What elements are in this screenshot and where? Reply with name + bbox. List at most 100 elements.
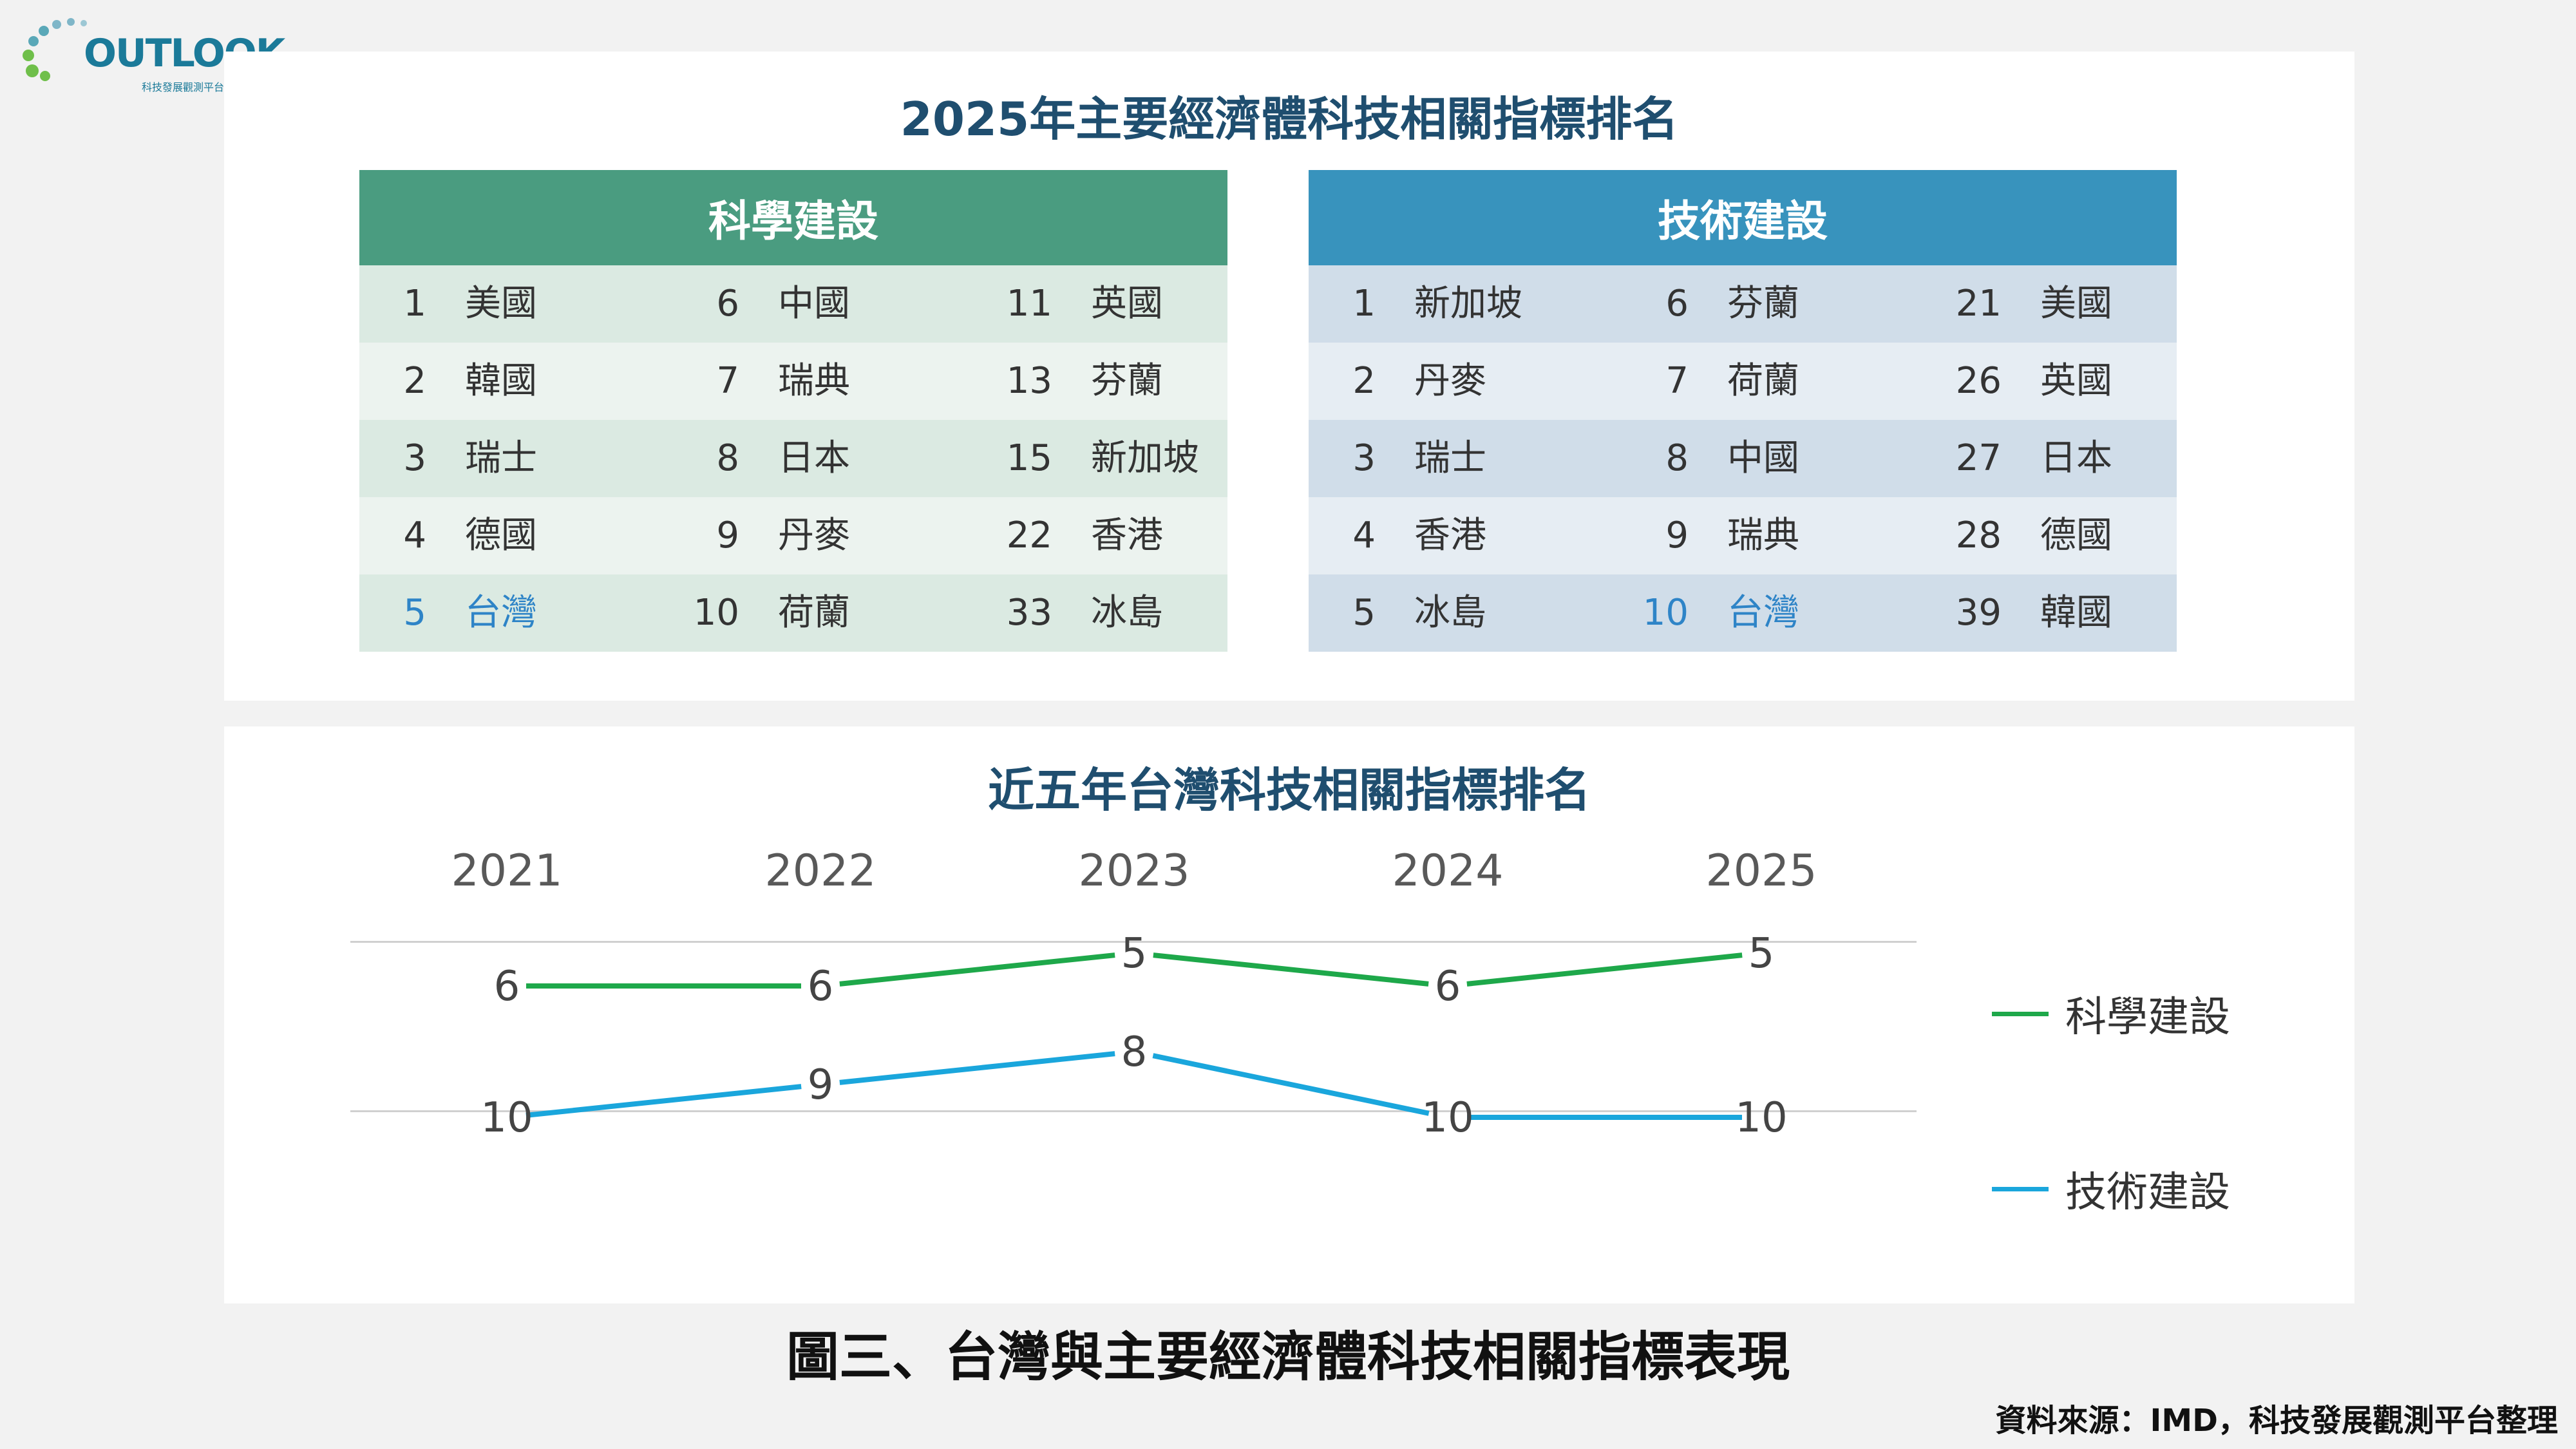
technology-rank: 28 [1955,515,2002,556]
technology-rank: 1 [1352,283,1376,325]
data-label: 10 [1421,1094,1473,1142]
technology-rank: 21 [1955,283,2002,325]
data-label: 6 [494,963,520,1010]
legend-item-technology: 技術建設 [1992,1159,2230,1218]
science-country: 中國 [778,283,850,325]
technology-country: 韓國 [2040,592,2112,634]
series-line-0 [526,952,1743,989]
source-note: 資料來源：IMD，科技發展觀測平台整理 [1995,1403,2558,1439]
data-label: 6 [1435,963,1461,1010]
science-row: 2 韓國 7 瑞典 13 芬蘭 [359,343,1227,420]
technology-country: 新加坡 [1414,283,1522,325]
technology-country: 英國 [2040,360,2112,402]
science-country: 日本 [778,437,850,479]
science-country: 新加坡 [1091,437,1199,479]
technology-country: 冰島 [1414,592,1486,634]
data-label: 10 [1735,1094,1787,1142]
science-row: 4 德國 9 丹麥 22 香港 [359,497,1227,574]
science-rank: 8 [716,437,739,479]
data-label: 9 [808,1061,834,1109]
legend-item-science: 科學建設 [1992,984,2230,1043]
rankings-title: 2025年主要經濟體科技相關指標排名 [900,92,1679,146]
technology-country: 日本 [2040,437,2112,479]
x-tick-label: 2025 [1705,846,1817,896]
technology-rank: 26 [1955,360,2002,402]
technology-rank: 4 [1352,515,1376,556]
technology-rank: 10 [1642,592,1689,634]
legend-label-science: 科學建設 [2065,994,2230,1041]
technology-country: 台灣 [1727,592,1799,634]
data-label: 10 [480,1094,533,1142]
technology-country: 中國 [1727,437,1799,479]
data-label: 8 [1121,1028,1148,1076]
technology-country: 德國 [2040,515,2112,556]
science-rank: 4 [403,515,426,556]
science-rank: 3 [403,437,426,479]
technology-rank: 8 [1665,437,1689,479]
science-rank: 11 [1006,283,1052,325]
data-label: 5 [1748,930,1775,978]
science-country: 瑞士 [465,437,537,479]
science-country: 英國 [1091,283,1163,325]
logo-dots-icon [23,18,87,81]
technology-rank: 3 [1352,437,1376,479]
legend-swatch-technology [1992,1186,2049,1191]
science-table-header: 科學建設 [359,170,1227,265]
science-country: 台灣 [465,592,537,634]
science-country: 冰島 [1091,592,1163,634]
science-rank: 10 [693,592,739,634]
technology-country: 荷蘭 [1727,360,1799,402]
technology-row: 3 瑞士 8 中國 27 日本 [1309,420,2177,497]
science-rank: 33 [1006,592,1052,634]
technology-row: 4 香港 9 瑞典 28 德國 [1309,497,2177,574]
x-tick-label: 2023 [1078,846,1190,896]
science-row: 3 瑞士 8 日本 15 新加坡 [359,420,1227,497]
science-country: 荷蘭 [778,592,850,634]
technology-table: 技術建設 1 新加坡 6 芬蘭 21 美國 2 丹麥 7 荷蘭 26 英國 3 瑞士 8 中國 27 日本 4 香港 9… [1309,170,2177,652]
technology-rank: 27 [1955,437,2002,479]
science-country: 瑞典 [778,360,850,402]
x-tick-label: 2021 [451,846,563,896]
chart-title: 近五年台灣科技相關指標排名 [987,763,1591,817]
science-rank: 6 [716,283,739,325]
technology-row: 2 丹麥 7 荷蘭 26 英國 [1309,343,2177,420]
chart-gridline-bottom [350,1110,1917,1112]
science-row: 1 美國 6 中國 11 英國 [359,265,1227,343]
science-rank: 1 [403,283,426,325]
line-chart: 6 6 5 6 5 10 9 8 10 10 [480,930,1787,1142]
figure-caption: 圖三、台灣與主要經濟體科技相關指標表現 [786,1327,1790,1388]
science-row: 5 台灣 10 荷蘭 33 冰島 [359,574,1227,652]
technology-rank: 7 [1665,360,1689,402]
chart-gridline-top [350,941,1917,943]
outlook-logo: OUTLOOK 科技發展觀測平台 [19,12,285,93]
science-country: 美國 [465,283,537,325]
series-line-1 [526,1051,1742,1120]
science-rank: 15 [1006,437,1052,479]
technology-country: 美國 [2040,283,2112,325]
science-rank: 2 [403,360,426,402]
logo-subtitle: 科技發展觀測平台 [142,81,225,93]
technology-country: 瑞士 [1414,437,1486,479]
science-country: 韓國 [465,360,537,402]
technology-rank: 2 [1352,360,1376,402]
science-country: 丹麥 [778,515,850,556]
technology-rank: 6 [1665,283,1689,325]
x-tick-label: 2022 [764,846,876,896]
technology-rank: 5 [1352,592,1376,634]
technology-country: 瑞典 [1727,515,1799,556]
technology-country: 芬蘭 [1727,283,1799,325]
data-label: 6 [808,963,834,1010]
science-rank: 9 [716,515,739,556]
technology-row: 5 冰島 10 台灣 39 韓國 [1309,574,2177,652]
science-table: 科學建設 1 美國 6 中國 11 英國 2 韓國 7 瑞典 13 芬蘭 3 瑞士 8 日本 15 新加坡 4 德國 9… [359,170,1227,652]
science-country: 德國 [465,515,537,556]
x-tick-label: 2024 [1392,846,1504,896]
technology-country: 丹麥 [1414,360,1486,402]
science-rank: 22 [1006,515,1052,556]
trend-chart-panel: 近五年台灣科技相關指標排名 6 6 5 6 5 10 9 8 10 10 科學建設 技術建設 20… [224,726,2354,1303]
science-rank: 13 [1006,360,1052,402]
technology-rank: 39 [1955,592,2002,634]
legend-swatch-science [1992,1011,2049,1016]
science-rank: 7 [716,360,739,402]
technology-row: 1 新加坡 6 芬蘭 21 美國 [1309,265,2177,343]
